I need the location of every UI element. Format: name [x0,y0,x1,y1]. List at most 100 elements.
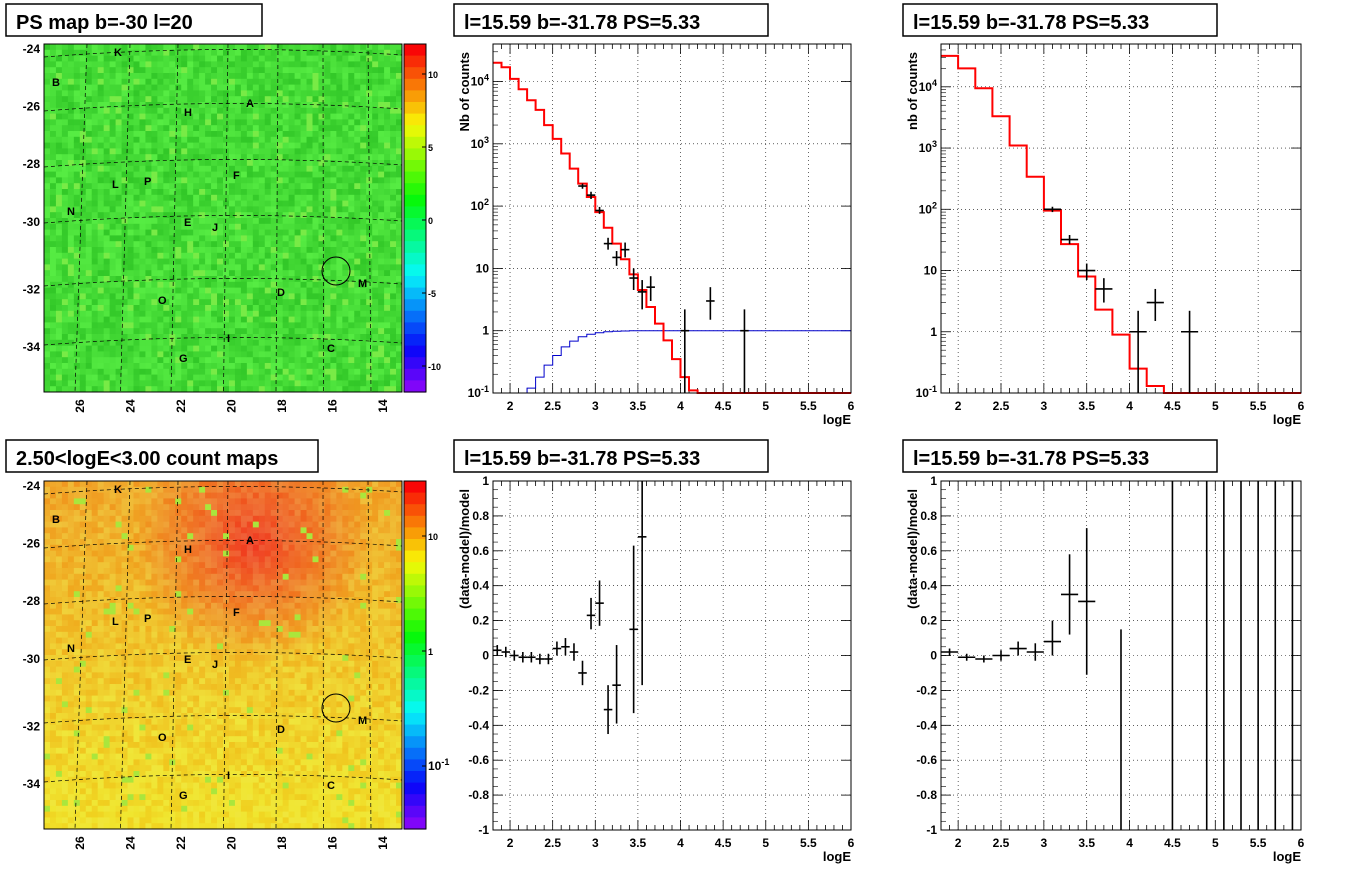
map-top-lat-line [43,337,403,346]
chart-3-ytick-label: -1 [478,823,489,837]
map-top-xtick-label: 18 [275,399,289,413]
chart-4-ytick-label: -1 [926,823,937,837]
chart-3-ytick-label: 0.8 [472,509,489,523]
map-top-marker-b: B [52,77,60,89]
chart-2-data-point [1043,206,1061,213]
chart-4-ytick-label: 1 [930,474,937,488]
chart-3-ytick-label: -0.8 [468,788,489,802]
chart-1-ytick-label: 103 [471,135,489,151]
chart-4-xtick-label: 6 [1298,836,1305,850]
chart-2-data-point [1095,278,1113,303]
chart-3-xtick-label: 2 [507,836,514,850]
chart-1-data-point [629,268,638,291]
chart-3-ytick-label: -0.2 [468,683,489,697]
map-bottom-marker-i: I [227,770,230,782]
chart-4-ytick-label: 0.2 [920,614,937,628]
chart-4-ytick-label: 0.6 [920,544,937,558]
chart-4-title-text: l=15.59 b=-31.78 PS=5.33 [913,448,1149,470]
chart-3-data-point [569,643,579,661]
chart-3-data-point [544,653,553,665]
map-top-marker-f: F [233,170,240,182]
chart-3-data-point [552,641,562,656]
map-top-marker-e: E [184,217,191,229]
chart-4-ytick-label: 0.8 [920,509,937,523]
map-top-marker-g: G [179,353,188,365]
map-bottom-colorbar-label: 10-1 [428,757,449,773]
map-top-xtick-label: 26 [73,399,87,413]
map-bottom-xtick-label: 16 [326,836,340,850]
map-top-lat-line [43,103,403,112]
chart-3-frame [492,480,852,831]
map-bottom-ps-circle [321,693,351,723]
map-top-marker-h: H [184,107,192,119]
chart-4-ytick-label: 0 [930,649,937,663]
map-top-title: PS map b=-30 l=20 [5,3,263,37]
chart-1-data-point [578,183,587,189]
map-bottom-lat-line [43,540,403,549]
chart-3-data-point [561,638,570,656]
map-bottom-ytick-label: -26 [23,537,41,551]
map-top-xtick-label: 20 [225,399,239,413]
map-bottom-colorbar-frame [403,480,427,830]
chart-4-title: l=15.59 b=-31.78 PS=5.33 [902,439,1218,473]
chart-3-ylabel: (data-model)/model [457,489,472,609]
chart-3-xtick-label: 3 [592,836,599,850]
chart-4-frame [940,480,1302,831]
map-bottom-lat-line [43,486,403,495]
chart-3-data-point [603,685,613,735]
map-bottom-marker-l: L [112,616,119,628]
chart-1-ytick-label: 1 [482,324,489,338]
map-top-frame [43,43,403,393]
chart-1-plot-area [493,44,851,393]
chart-3-title-text: l=15.59 b=-31.78 PS=5.33 [464,448,700,470]
chart-1-title: l=15.59 b=-31.78 PS=5.33 [453,3,769,37]
chart-3-data-point [493,645,502,656]
map-bottom-xtick-label: 18 [275,836,289,850]
chart-2-xtick-label: 4 [1126,399,1133,413]
map-top-lon-line [74,43,88,393]
map-top-marker-n: N [67,206,75,218]
chart-3-data-point [527,652,536,663]
chart-4-title-box [902,439,1218,473]
map-bottom-lon-line [322,480,324,830]
map-bottom-marker-d: D [277,724,285,736]
map-bottom-marker-f: F [233,607,240,619]
map-bottom-lon-line [170,480,179,830]
map-bottom-marker-g: G [179,790,188,802]
map-top-xtick-label: 14 [376,399,390,413]
chart-1-baseline-series [518,330,851,394]
chart-3-data-point [578,660,587,686]
map-bottom-marker-h: H [184,544,192,556]
chart-2-frame [940,43,1302,394]
map-top-title-box [5,3,263,37]
chart-3-ytick-label: 0 [482,649,489,663]
chart-3-plot-area [493,481,851,830]
map-bottom: -24 -26 -28 -30 -32 -34 26 24 22 20 18 16 14 K B A H F L P N… [23,479,450,850]
chart-3: -1 -0.8 -0.6 -0.4 -0.2 0 0.2 0.4 0.6 0.8 1 2 2.5 3 3.5… [457,474,855,864]
map-bottom-heatmap [44,481,403,830]
chart-3-ytick-label: -0.4 [468,718,489,732]
chart-4-ytick-label: -0.2 [916,683,937,697]
map-bottom-lon-line [120,480,131,830]
chart-1-xtick-label: 3.5 [630,399,647,413]
map-bottom-colorbar-label: 1 [428,647,433,657]
map-top-ytick-label: -24 [23,42,41,56]
chart-2-xtick-label: 3.5 [1078,399,1095,413]
chart-1-title-box [453,3,769,37]
map-top-heatmap [44,44,403,393]
chart-4-xtick-label: 4 [1126,836,1133,850]
map-bottom-marker-e: E [184,654,191,666]
map-bottom-colorbar: 10 1 10-1 [403,480,449,830]
map-bottom-title: 2.50<logE<3.00 count maps [5,439,319,473]
chart-1-xtick-label: 2 [507,399,514,413]
chart-1-data-point [603,237,613,250]
chart-2-grid [941,44,1302,394]
chart-4-data-point [958,653,976,661]
chart-3-xtick-label: 6 [848,836,855,850]
chart-4: -1 -0.8 -0.6 -0.4 -0.2 0 0.2 0.4 0.6 0.8 1 2 2.5 3 3.5… [905,474,1305,864]
map-bottom-lat-line [43,774,403,783]
chart-3-data-point [637,481,647,686]
map-bottom-title-box [5,439,319,473]
chart-1-ytick-label: 10 [476,261,490,275]
